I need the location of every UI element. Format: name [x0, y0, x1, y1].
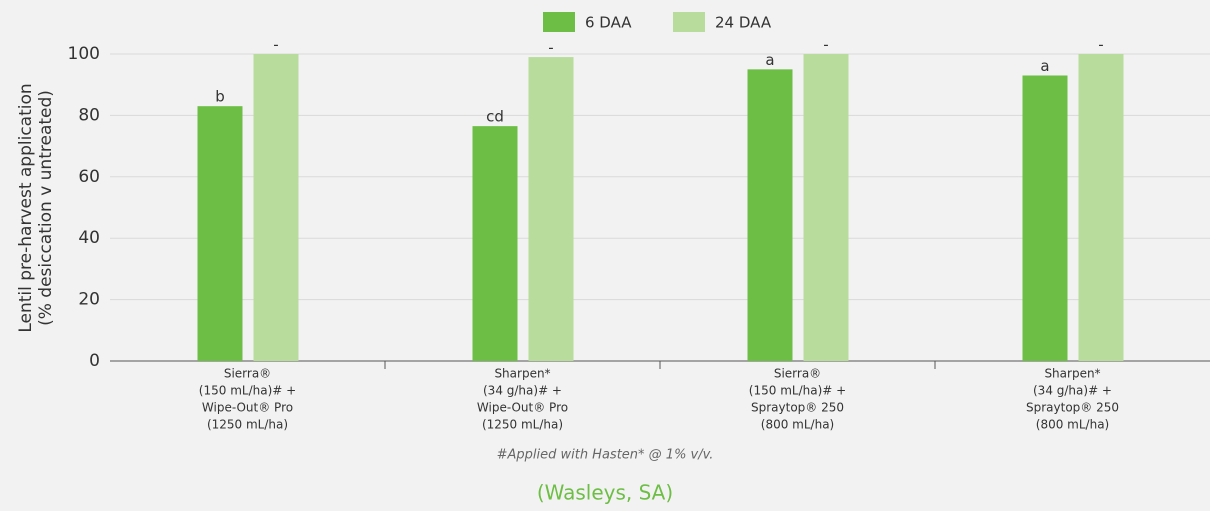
x-tick-label: Wipe-Out® Pro	[202, 401, 293, 415]
x-tick-label: Sharpen*	[1044, 367, 1100, 381]
bar	[253, 54, 299, 361]
significance-letter: -	[1098, 36, 1103, 54]
bar	[747, 69, 793, 361]
x-tick-label: Spraytop® 250	[751, 401, 844, 415]
bar	[803, 54, 849, 361]
bar	[1078, 54, 1124, 361]
bar	[197, 106, 243, 361]
y-tick-label: 0	[89, 351, 100, 371]
x-tick-label: (150 mL/ha)# +	[199, 384, 296, 398]
y-tick-label: 80	[78, 105, 100, 125]
x-tick-label: Spraytop® 250	[1026, 401, 1119, 415]
bar	[528, 57, 574, 361]
x-tick-label: (800 mL/ha)	[761, 418, 834, 432]
significance-letter: -	[823, 36, 828, 54]
y-axis-label: Lentil pre-harvest application	[16, 83, 36, 332]
significance-letter: -	[273, 36, 278, 54]
footnote: #Applied with Hasten* @ 1% v/v.	[497, 448, 714, 463]
x-tick-label: Wipe-Out® Pro	[477, 401, 568, 415]
bar	[1022, 75, 1068, 362]
x-tick-label: (150 mL/ha)# +	[749, 384, 846, 398]
y-tick-label: 60	[78, 167, 100, 187]
x-tick-label: (800 mL/ha)	[1036, 418, 1109, 432]
x-tick-label: (1250 mL/ha)	[482, 418, 563, 432]
legend-swatch	[543, 12, 575, 32]
significance-letter: cd	[486, 108, 504, 126]
x-tick-label: (34 g/ha)# +	[1033, 384, 1112, 398]
x-tick-label: (34 g/ha)# +	[483, 384, 562, 398]
legend-swatch	[673, 12, 705, 32]
significance-letter: a	[765, 51, 774, 69]
y-tick-label: 40	[78, 228, 100, 248]
legend-label: 6 DAA	[585, 14, 632, 32]
x-tick-label: Sierra®	[224, 367, 271, 381]
significance-letter: a	[1040, 57, 1049, 75]
x-tick-label: Sharpen*	[494, 367, 550, 381]
y-tick-label: 100	[68, 44, 100, 64]
significance-letter: -	[548, 39, 553, 57]
legend-label: 24 DAA	[715, 14, 772, 32]
y-tick-label: 20	[78, 290, 100, 310]
x-tick-label: Sierra®	[774, 367, 821, 381]
bar	[472, 126, 518, 362]
source: (Wasleys, SA)	[537, 481, 673, 505]
x-tick-label: (1250 mL/ha)	[207, 418, 288, 432]
significance-letter: b	[215, 88, 225, 106]
y-axis-label: (% desiccation v untreated)	[36, 90, 56, 326]
